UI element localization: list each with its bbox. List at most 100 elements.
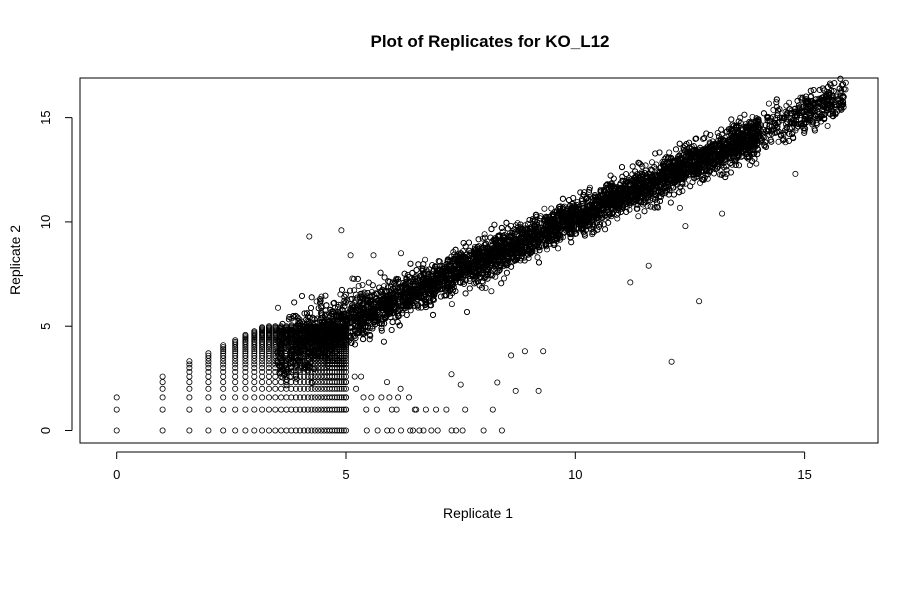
data-point (232, 340, 239, 347)
data-point (331, 406, 338, 413)
data-point (353, 385, 360, 392)
data-point (272, 352, 279, 359)
data-point (220, 350, 227, 357)
data-point (265, 427, 272, 434)
data-point (422, 406, 429, 413)
plot-frame (79, 77, 879, 444)
data-point (205, 394, 212, 401)
data-point (433, 406, 440, 413)
data-point (205, 361, 212, 368)
data-point (459, 427, 466, 434)
data-point (340, 406, 347, 413)
data-point (265, 373, 272, 380)
data-point (186, 358, 193, 365)
data-point (232, 406, 239, 413)
data-point (265, 368, 272, 375)
data-point (242, 348, 249, 355)
data-point (251, 340, 258, 347)
data-point (342, 348, 349, 355)
data-point (232, 350, 239, 357)
data-point (334, 394, 341, 401)
data-point (272, 406, 279, 413)
data-point (242, 406, 249, 413)
data-point (334, 427, 341, 434)
data-point (220, 348, 227, 355)
data-point (635, 213, 642, 220)
data-point (342, 427, 349, 434)
data-point (351, 373, 358, 380)
data-point (259, 427, 266, 434)
data-point (311, 373, 318, 380)
data-point (265, 340, 272, 347)
data-point (220, 344, 227, 351)
data-point (288, 361, 295, 368)
data-point (242, 331, 249, 338)
data-point (242, 364, 249, 371)
data-point (272, 323, 279, 330)
data-point (186, 427, 193, 434)
data-point (336, 373, 343, 380)
data-point (242, 373, 249, 380)
data-point (301, 427, 308, 434)
data-point (186, 364, 193, 371)
data-point (297, 394, 304, 401)
data-point (340, 394, 347, 401)
data-point (378, 394, 385, 401)
data-point (842, 86, 849, 93)
data-point (315, 394, 322, 401)
data-point (301, 394, 308, 401)
data-point (334, 385, 341, 392)
data-point (265, 406, 272, 413)
data-point (297, 373, 304, 380)
data-point (338, 385, 345, 392)
data-point (220, 342, 227, 349)
data-point (311, 394, 318, 401)
data-point (393, 406, 400, 413)
data-point (342, 368, 349, 375)
data-point (220, 373, 227, 380)
data-point (232, 394, 239, 401)
data-point (342, 406, 349, 413)
data-point (304, 373, 311, 380)
data-point (342, 361, 349, 368)
data-point (363, 427, 370, 434)
data-point (159, 427, 166, 434)
data-point (265, 338, 272, 345)
data-point (342, 352, 349, 359)
data-point (251, 348, 258, 355)
data-point (251, 394, 258, 401)
data-point (159, 373, 166, 380)
data-point (259, 338, 266, 345)
data-point (232, 427, 239, 434)
data-point (311, 368, 318, 375)
data-point (232, 337, 239, 344)
data-point (220, 385, 227, 392)
data-point (251, 364, 258, 371)
data-point (220, 364, 227, 371)
data-point (272, 373, 279, 380)
data-point (373, 406, 380, 413)
data-point (318, 361, 325, 368)
data-point (242, 352, 249, 359)
data-point (292, 406, 299, 413)
data-point (242, 368, 249, 375)
data-point (341, 300, 348, 307)
data-point (232, 338, 239, 345)
data-point (448, 427, 455, 434)
data-point (318, 373, 325, 380)
data-point (342, 394, 349, 401)
data-point (265, 385, 272, 392)
data-point (186, 394, 193, 401)
data-point (251, 352, 258, 359)
data-point (360, 394, 367, 401)
chart-title: Plot of Replicates for KO_L12 (371, 32, 610, 51)
data-point (315, 385, 322, 392)
data-point (311, 385, 318, 392)
data-point (242, 338, 249, 345)
data-point (397, 385, 404, 392)
data-point (251, 350, 258, 357)
data-point (232, 348, 239, 355)
data-point (265, 361, 272, 368)
data-point (186, 406, 193, 413)
data-point (548, 205, 555, 212)
